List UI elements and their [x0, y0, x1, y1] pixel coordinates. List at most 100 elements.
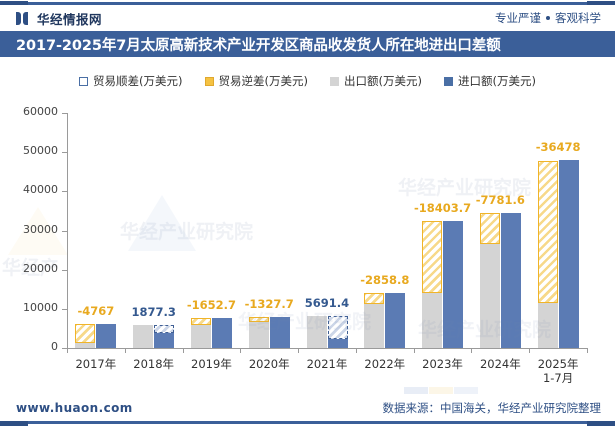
legend-swatch-surplus-icon: [79, 76, 89, 86]
slogan-dot-icon: [546, 16, 550, 20]
slogan-right-text: 客观科学: [555, 11, 601, 25]
page-title: 2017-2025年7月太原高新技术产业开发区商品收发货人所在地进出口差额: [16, 37, 501, 54]
bar-group: 5691.4: [67, 103, 587, 348]
bar-group: -7781.6: [67, 103, 587, 348]
diff-band-deficit[interactable]: [422, 221, 443, 294]
y-axis-tick-label: 40000: [23, 183, 58, 197]
data-label: -7781.6: [475, 193, 525, 208]
x-axis-tick-mark: [67, 348, 68, 353]
legend-item-export[interactable]: 出口额(万美元): [330, 73, 422, 89]
bar-group: -2858.8: [67, 103, 587, 348]
bar-group: -18403.7: [67, 103, 587, 348]
x-axis-label-line: 2020年: [248, 357, 290, 371]
bar-import[interactable]: [500, 213, 521, 348]
x-axis-label: 2017年: [75, 357, 116, 371]
bar-export[interactable]: [133, 325, 154, 348]
data-label: -4767: [77, 303, 115, 318]
bar-export[interactable]: [248, 321, 269, 348]
x-axis-tick-mark: [587, 348, 588, 353]
brand-name: 华经情报网: [37, 11, 103, 27]
y-axis-line: [67, 113, 68, 348]
bar-group: 1877.3: [67, 103, 587, 348]
data-label: -1327.7: [244, 296, 294, 311]
y-axis-tick-label: 0: [51, 340, 58, 353]
data-label: 1877.3: [131, 305, 176, 320]
diff-band-deficit[interactable]: [75, 323, 96, 343]
y-axis-tick-mark: [62, 113, 67, 114]
y-axis-tick-label: 10000: [23, 300, 58, 314]
x-axis-label: 2025年 1-7月: [538, 357, 579, 385]
bar-group: -4767: [67, 103, 587, 348]
bottom-rule-left: [0, 421, 28, 426]
title-band: 2017-2025年7月太原高新技术产业开发区商品收发货人所在地进出口差额: [0, 31, 615, 57]
x-axis-label: 2024年: [480, 357, 521, 371]
bottom-rule: [0, 421, 615, 427]
x-axis-label: 2019年: [191, 357, 232, 371]
x-axis-tick-mark: [298, 348, 300, 353]
bar-group: -36478: [67, 103, 587, 348]
legend-item-deficit[interactable]: 贸易逆差(万美元): [204, 73, 308, 89]
bar-import[interactable]: [269, 316, 290, 348]
bar-import[interactable]: [211, 318, 232, 348]
slogan: 专业严谨 客观科学: [495, 10, 601, 26]
x-axis-label-line: 2018年: [133, 357, 175, 371]
diff-band-deficit[interactable]: [190, 318, 211, 325]
diff-band-deficit[interactable]: [364, 292, 385, 304]
bar-group: -1327.7: [67, 103, 587, 348]
data-label: 5691.4: [304, 296, 350, 311]
legend-item-import[interactable]: 进口额(万美元): [443, 73, 536, 89]
y-axis-tick-label: 30000: [23, 222, 58, 236]
x-axis-tick-mark: [471, 348, 473, 353]
bar-export[interactable]: [479, 243, 500, 348]
diff-band-surplus[interactable]: [154, 325, 175, 333]
x-axis-label: 2020年: [249, 357, 290, 371]
x-axis-label-line: 2022年: [364, 357, 406, 371]
x-axis-tick-mark: [240, 348, 242, 353]
bar-import[interactable]: [385, 292, 406, 348]
y-axis-tick-label: 20000: [23, 261, 58, 275]
legend-label-surplus: 贸易顺差(万美元): [93, 74, 183, 88]
bar-export[interactable]: [190, 324, 211, 348]
bar-export[interactable]: [364, 303, 385, 348]
data-label: -36478: [535, 140, 581, 155]
bar-import[interactable]: [96, 323, 117, 348]
bar-import[interactable]: [443, 221, 464, 348]
x-axis-label-line: 2017年: [75, 357, 117, 371]
bar-group: -1652.7: [67, 103, 587, 348]
top-rule-left: [0, 1, 28, 5]
diff-band-deficit[interactable]: [537, 160, 558, 304]
x-axis-label-line: 2021年: [306, 357, 348, 371]
bar-export[interactable]: [422, 293, 443, 348]
x-axis-tick-mark: [413, 348, 415, 353]
y-axis-tick-label: 60000: [23, 105, 58, 118]
data-label: -2858.8: [360, 272, 410, 287]
diff-band-surplus[interactable]: [327, 316, 348, 339]
footer-site-url[interactable]: www.huaon.com: [16, 400, 133, 415]
legend-item-surplus[interactable]: 贸易顺差(万美元): [79, 73, 183, 89]
bar-import[interactable]: [154, 332, 175, 348]
y-axis-tick-mark: [62, 230, 67, 232]
bar-export[interactable]: [306, 316, 327, 348]
diff-band-deficit[interactable]: [248, 316, 269, 322]
y-axis-tick-mark: [62, 308, 67, 310]
y-axis-tick-mark: [62, 191, 67, 193]
chart-legend: 贸易顺差(万美元) 贸易逆差(万美元) 出口额(万美元) 进口额(万美元): [0, 71, 615, 91]
book-logo-icon: [16, 11, 30, 25]
y-axis-tick-mark: [62, 348, 67, 349]
legend-label-export: 出口额(万美元): [344, 74, 422, 88]
brand-bar: 华经情报网 专业严谨 客观科学: [0, 5, 615, 31]
data-label: -18403.7: [413, 201, 472, 216]
brand-left: 华经情报网: [16, 9, 102, 28]
x-axis-tick-mark: [124, 348, 126, 353]
bar-import[interactable]: [327, 338, 348, 348]
x-axis-label: 2023年: [422, 357, 463, 371]
bar-import[interactable]: [558, 160, 579, 348]
legend-label-deficit: 贸易逆差(万美元): [218, 74, 308, 88]
top-rule: [0, 0, 615, 5]
bottom-rule-middle: [28, 421, 587, 424]
diff-band-deficit[interactable]: [479, 213, 500, 244]
x-axis-label-line: 1-7月: [542, 371, 574, 385]
bar-export[interactable]: [75, 342, 96, 348]
bar-export[interactable]: [537, 303, 558, 348]
